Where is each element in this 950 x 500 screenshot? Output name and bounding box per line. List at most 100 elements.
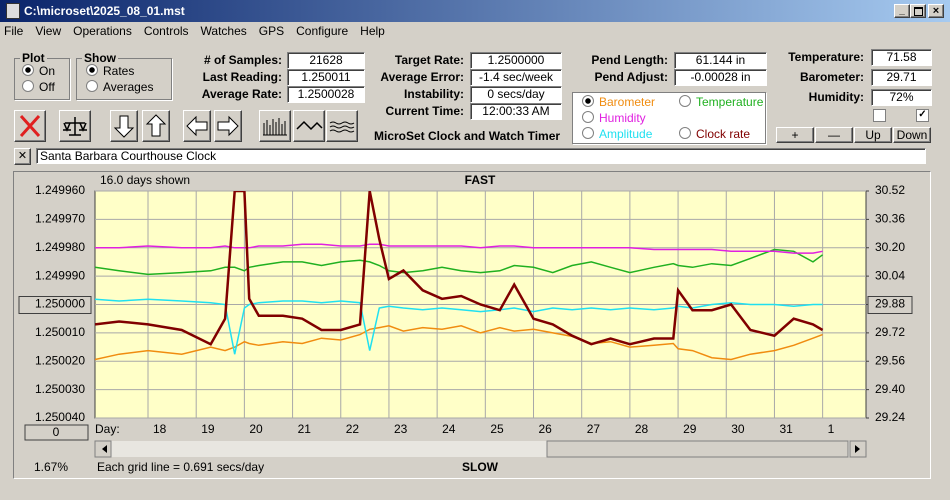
y2-tick-label: 30.36 xyxy=(875,212,905,226)
menu-item[interactable]: Operations xyxy=(73,24,132,38)
y2-tick-label: 29.88 xyxy=(875,297,905,311)
field-value: -1.4 sec/week xyxy=(470,69,562,86)
y-tick-label: 1.250040 xyxy=(35,410,85,424)
field-value: 61.144 in xyxy=(674,52,767,69)
y-tick-label: 1.249990 xyxy=(35,268,85,282)
minimize-button[interactable]: _ xyxy=(894,4,910,18)
y2-tick-button[interactable] xyxy=(867,296,913,314)
series-line xyxy=(95,298,823,355)
legend-item[interactable]: Humidity xyxy=(582,111,646,125)
x-tick-label: 26 xyxy=(539,422,553,436)
field-label: Pend Adjust: xyxy=(594,70,668,84)
field-value: 29.71 xyxy=(871,69,932,86)
y2-tick-label: 29.56 xyxy=(875,353,905,367)
zero-button-label: 0 xyxy=(53,425,60,439)
arrow xyxy=(102,445,107,453)
show-group xyxy=(76,58,172,100)
x-axis-label: Day: xyxy=(95,422,120,436)
x-tick-label: 1 xyxy=(828,422,835,436)
note: Each grid line = 0.691 secs/day xyxy=(97,460,264,474)
x-tick-label: 23 xyxy=(394,422,408,436)
field-label: Temperature: xyxy=(788,50,864,64)
menu-item[interactable]: Watches xyxy=(200,24,247,38)
field-value: -0.00028 in xyxy=(674,69,767,86)
menu-item[interactable]: Help xyxy=(360,24,385,38)
wave2-button[interactable] xyxy=(326,110,358,142)
arrow xyxy=(855,445,860,453)
menu-item[interactable]: Controls xyxy=(143,24,189,38)
balance-button[interactable] xyxy=(59,110,91,142)
icon xyxy=(217,115,239,137)
bars-button[interactable] xyxy=(259,110,291,142)
x-tick-label: 19 xyxy=(201,422,215,436)
maximize-button[interactable] xyxy=(910,4,926,18)
x-tick-label: 20 xyxy=(249,422,263,436)
checkbox[interactable]: ✓ xyxy=(916,109,929,122)
stop-button[interactable] xyxy=(14,110,46,142)
y-tick-label: 1.250000 xyxy=(35,297,85,311)
up-button[interactable] xyxy=(142,110,170,142)
series-line xyxy=(95,191,824,346)
y-tick-button[interactable] xyxy=(18,296,92,314)
icon xyxy=(19,114,41,138)
env-button[interactable]: Up xyxy=(854,127,892,143)
menu-item[interactable]: View xyxy=(35,24,62,38)
legend-item[interactable]: Barometer xyxy=(582,95,655,109)
y2-tick-label: 30.20 xyxy=(875,240,905,254)
env-button[interactable]: + xyxy=(776,127,814,143)
down-button[interactable] xyxy=(110,110,138,142)
y-tick-label: 1.249980 xyxy=(35,240,85,254)
field-value: 21628 xyxy=(287,52,365,69)
icon xyxy=(113,115,135,138)
right-button[interactable] xyxy=(214,110,242,142)
window-title: C:\microset\2025_08_01.mst xyxy=(24,4,185,18)
checkbox[interactable] xyxy=(873,109,886,122)
chart-panel xyxy=(13,171,931,479)
x-tick-label: 21 xyxy=(298,422,312,436)
group-title: Plot xyxy=(20,51,47,65)
clock-name[interactable]: Santa Barbara Courthouse Clock xyxy=(36,148,926,164)
left-button[interactable] xyxy=(183,110,211,142)
percent: 1.67% xyxy=(34,460,68,474)
legend-item[interactable]: Clock rate xyxy=(679,127,750,141)
series-line xyxy=(95,243,823,254)
group-title: Show xyxy=(82,51,118,65)
x-tick-label: 31 xyxy=(779,422,793,436)
field-value: 1.250011 xyxy=(287,69,365,86)
radio[interactable]: Rates xyxy=(86,64,134,78)
menu-item[interactable]: Configure xyxy=(296,24,349,38)
zero-button[interactable] xyxy=(24,424,89,441)
icon xyxy=(296,120,323,131)
field-value: 1.2500000 xyxy=(470,52,562,69)
env-button[interactable]: Down xyxy=(893,127,931,143)
y2-tick-label: 30.52 xyxy=(875,183,905,197)
close-button[interactable]: × xyxy=(928,4,944,18)
menu-item[interactable]: GPS xyxy=(258,24,285,38)
scroll-thumb[interactable] xyxy=(546,440,849,458)
field-label: Instability: xyxy=(403,87,464,101)
field-label: Average Rate: xyxy=(201,87,282,101)
field-value: 1.2500028 xyxy=(287,86,365,103)
field-label: Target Rate: xyxy=(394,53,464,67)
legend-item[interactable]: Temperature xyxy=(679,95,763,109)
bottom-label: SLOW xyxy=(462,460,499,474)
clear-button[interactable]: ✕ xyxy=(14,148,31,165)
field-value: 12:00:33 AM xyxy=(470,103,562,120)
chart: 16.0 days shown FAST SLOW Each grid line… xyxy=(18,173,913,474)
radio[interactable]: On xyxy=(22,64,55,78)
env-button[interactable]: — xyxy=(815,127,853,143)
y-tick-label: 1.250020 xyxy=(35,353,85,367)
x-tick-label: 29 xyxy=(683,422,697,436)
wave-button[interactable] xyxy=(293,110,325,142)
title-bar: C:\microset\2025_08_01.mst _ × xyxy=(0,0,950,22)
top-label: FAST xyxy=(465,173,496,187)
radio[interactable]: Averages xyxy=(86,80,153,94)
menu-item[interactable]: File xyxy=(4,24,24,38)
legend-item[interactable]: Amplitude xyxy=(582,127,652,141)
field-label: Current Time: xyxy=(385,104,464,118)
field-value: 71.58 xyxy=(871,49,932,66)
radio[interactable]: Off xyxy=(22,80,55,94)
series-line xyxy=(95,248,824,276)
series-line xyxy=(95,325,823,361)
x-tick-label: 24 xyxy=(442,422,456,436)
